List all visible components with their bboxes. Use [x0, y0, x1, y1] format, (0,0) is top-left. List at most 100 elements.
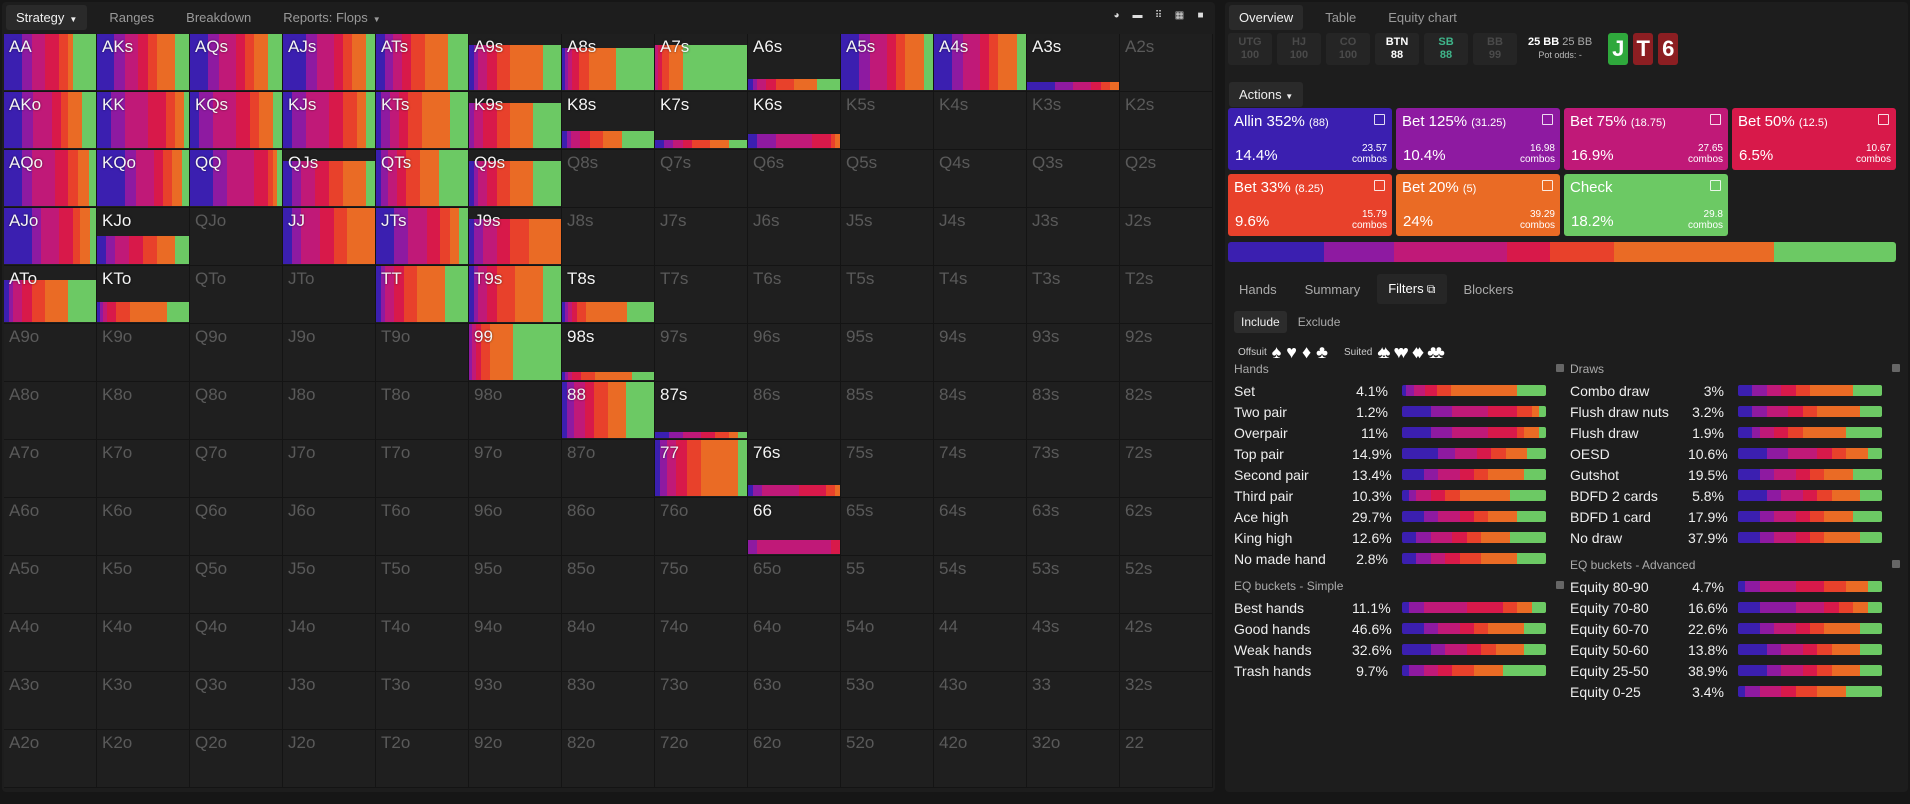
filter-row[interactable]: Weak hands 32.6% [1234, 639, 1564, 660]
hand-cell-52o[interactable]: 52o [841, 730, 934, 788]
hand-cell-QJs[interactable]: QJs [283, 150, 376, 208]
hand-cell-K6s[interactable]: K6s [748, 92, 841, 150]
filter-row[interactable]: OESD 10.6% [1570, 443, 1900, 464]
section-toggle-icon[interactable] [1556, 581, 1564, 589]
hand-cell-K8s[interactable]: K8s [562, 92, 655, 150]
hand-cell-93o[interactable]: 93o [469, 672, 562, 730]
hand-cell-94o[interactable]: 94o [469, 614, 562, 672]
hand-cell-52s[interactable]: 52s [1120, 556, 1213, 614]
position-hj[interactable]: HJ 100 [1277, 33, 1321, 65]
position-bb[interactable]: BB 99 [1473, 33, 1517, 65]
hand-cell-K5o[interactable]: K5o [97, 556, 190, 614]
hand-cell-QTs[interactable]: QTs [376, 150, 469, 208]
hand-cell-A9o[interactable]: A9o [4, 324, 97, 382]
filter-row[interactable]: Top pair 14.9% [1234, 443, 1564, 464]
hand-cell-73s[interactable]: 73s [1027, 440, 1120, 498]
subtab-hands[interactable]: Hands [1228, 275, 1288, 304]
position-sb[interactable]: SB 88 [1424, 33, 1468, 65]
hand-cell-T4o[interactable]: T4o [376, 614, 469, 672]
hand-cell-A6s[interactable]: A6s [748, 34, 841, 92]
hand-cell-A8o[interactable]: A8o [4, 382, 97, 440]
hand-cell-K8o[interactable]: K8o [97, 382, 190, 440]
details-icon[interactable] [1710, 180, 1721, 191]
hand-cell-J7o[interactable]: J7o [283, 440, 376, 498]
hand-cell-K2s[interactable]: K2s [1120, 92, 1213, 150]
action-check[interactable]: Check 18.2% 29.8 combos [1564, 174, 1728, 236]
filter-row[interactable]: Set 4.1% [1234, 380, 1564, 401]
hand-cell-T4s[interactable]: T4s [934, 266, 1027, 324]
filter-row[interactable]: Third pair 10.3% [1234, 485, 1564, 506]
hand-cell-J4o[interactable]: J4o [283, 614, 376, 672]
hand-cell-AQs[interactable]: AQs [190, 34, 283, 92]
hand-cell-92o[interactable]: 92o [469, 730, 562, 788]
hand-cell-KQo[interactable]: KQo [97, 150, 190, 208]
hand-cell-A4s[interactable]: A4s [934, 34, 1027, 92]
hand-cell-T2o[interactable]: T2o [376, 730, 469, 788]
hand-cell-85o[interactable]: 85o [562, 556, 655, 614]
hand-cell-72s[interactable]: 72s [1120, 440, 1213, 498]
include-button[interactable]: Include [1234, 311, 1287, 333]
hand-cell-Q9o[interactable]: Q9o [190, 324, 283, 382]
filter-row[interactable]: Equity 50-60 13.8% [1570, 639, 1900, 660]
hand-cell-54s[interactable]: 54s [934, 556, 1027, 614]
hand-cell-T2s[interactable]: T2s [1120, 266, 1213, 324]
filter-row[interactable]: Gutshot 19.5% [1570, 464, 1900, 485]
hand-cell-Q4s[interactable]: Q4s [934, 150, 1027, 208]
hand-cell-T3o[interactable]: T3o [376, 672, 469, 730]
hand-cell-Q8s[interactable]: Q8s [562, 150, 655, 208]
hand-cell-64s[interactable]: 64s [934, 498, 1027, 556]
action-bet-75-[interactable]: Bet 75% (18.75) 16.9% 27.65 combos [1564, 108, 1728, 170]
filter-row[interactable]: Second pair 13.4% [1234, 464, 1564, 485]
hand-cell-QJo[interactable]: QJo [190, 208, 283, 266]
hand-cell-T7o[interactable]: T7o [376, 440, 469, 498]
hand-cell-ATs[interactable]: ATs [376, 34, 469, 92]
hand-cell-Q4o[interactable]: Q4o [190, 614, 283, 672]
hand-cell-86s[interactable]: 86s [748, 382, 841, 440]
grid-large-icon[interactable]: ▦ [1174, 10, 1185, 21]
hand-cell-KJo[interactable]: KJo [97, 208, 190, 266]
bar-view-icon[interactable]: ▬ [1132, 10, 1143, 21]
hand-cell-Q3o[interactable]: Q3o [190, 672, 283, 730]
hand-cell-65s[interactable]: 65s [841, 498, 934, 556]
hand-cell-AJo[interactable]: AJo [4, 208, 97, 266]
action-bet-125-[interactable]: Bet 125% (31.25) 10.4% 16.98 combos [1396, 108, 1560, 170]
pie-view-icon[interactable]: ◕ [1113, 10, 1120, 21]
hand-cell-77[interactable]: 77 [655, 440, 748, 498]
hand-cell-84o[interactable]: 84o [562, 614, 655, 672]
hand-cell-62o[interactable]: 62o [748, 730, 841, 788]
hand-cell-A5o[interactable]: A5o [4, 556, 97, 614]
hand-cell-32o[interactable]: 32o [1027, 730, 1120, 788]
hand-cell-76o[interactable]: 76o [655, 498, 748, 556]
filter-row[interactable]: BDFD 1 card 17.9% [1570, 506, 1900, 527]
hand-cell-55[interactable]: 55 [841, 556, 934, 614]
hand-cell-JTs[interactable]: JTs [376, 208, 469, 266]
subtab-blockers[interactable]: Blockers [1453, 275, 1525, 304]
hand-cell-73o[interactable]: 73o [655, 672, 748, 730]
filter-row[interactable]: Combo draw 3% [1570, 380, 1900, 401]
hand-cell-42o[interactable]: 42o [934, 730, 1027, 788]
hand-cell-54o[interactable]: 54o [841, 614, 934, 672]
hand-cell-K9s[interactable]: K9s [469, 92, 562, 150]
hand-cell-KK[interactable]: KK [97, 92, 190, 150]
tab-equity-chart[interactable]: Equity chart [1378, 5, 1467, 30]
hand-cell-K7s[interactable]: K7s [655, 92, 748, 150]
filter-row[interactable]: Good hands 46.6% [1234, 618, 1564, 639]
exclude-button[interactable]: Exclude [1297, 315, 1341, 329]
hand-cell-J5s[interactable]: J5s [841, 208, 934, 266]
hand-cell-J6o[interactable]: J6o [283, 498, 376, 556]
hand-cell-TT[interactable]: TT [376, 266, 469, 324]
hand-cell-42s[interactable]: 42s [1120, 614, 1213, 672]
filter-row[interactable]: Equity 0-25 3.4% [1570, 681, 1900, 702]
hand-cell-85s[interactable]: 85s [841, 382, 934, 440]
hand-cell-J4s[interactable]: J4s [934, 208, 1027, 266]
hand-cell-95o[interactable]: 95o [469, 556, 562, 614]
hand-cell-T6o[interactable]: T6o [376, 498, 469, 556]
subtab-summary[interactable]: Summary [1294, 275, 1372, 304]
hand-cell-T8s[interactable]: T8s [562, 266, 655, 324]
filter-row[interactable]: Flush draw nuts 3.2% [1570, 401, 1900, 422]
hand-cell-63s[interactable]: 63s [1027, 498, 1120, 556]
hand-cell-AKo[interactable]: AKo [4, 92, 97, 150]
hand-cell-QTo[interactable]: QTo [190, 266, 283, 324]
hand-cell-A7o[interactable]: A7o [4, 440, 97, 498]
hand-cell-43s[interactable]: 43s [1027, 614, 1120, 672]
